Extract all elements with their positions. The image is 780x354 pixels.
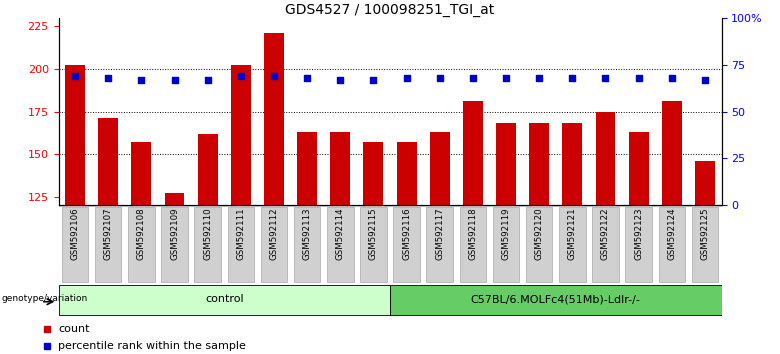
Bar	[496, 124, 516, 205]
FancyBboxPatch shape	[128, 207, 154, 282]
Bar	[629, 132, 649, 205]
Text: GSM592115: GSM592115	[369, 208, 378, 260]
FancyBboxPatch shape	[493, 207, 519, 282]
Bar	[596, 112, 615, 205]
Bar	[231, 65, 250, 205]
FancyBboxPatch shape	[393, 207, 420, 282]
Text: GSM592116: GSM592116	[402, 208, 411, 260]
Text: genotype/variation: genotype/variation	[1, 294, 87, 303]
FancyBboxPatch shape	[228, 207, 254, 282]
FancyBboxPatch shape	[658, 207, 685, 282]
Point	[135, 77, 147, 82]
Bar	[363, 142, 383, 205]
Bar	[131, 142, 151, 205]
FancyBboxPatch shape	[360, 207, 387, 282]
Text: GSM592110: GSM592110	[203, 208, 212, 260]
Point	[665, 75, 678, 81]
FancyBboxPatch shape	[427, 207, 453, 282]
Text: GSM592113: GSM592113	[303, 208, 312, 260]
Point	[566, 75, 579, 81]
Text: GSM592120: GSM592120	[534, 208, 544, 260]
FancyBboxPatch shape	[327, 207, 353, 282]
FancyBboxPatch shape	[559, 207, 586, 282]
Point	[334, 77, 346, 82]
Bar	[297, 132, 317, 205]
FancyBboxPatch shape	[62, 207, 88, 282]
Point	[633, 75, 645, 81]
Bar	[695, 161, 715, 205]
Point	[434, 75, 446, 81]
Bar	[98, 118, 119, 205]
Point	[367, 77, 380, 82]
Text: GSM592107: GSM592107	[104, 208, 113, 260]
Bar	[264, 33, 284, 205]
Text: GSM592117: GSM592117	[435, 208, 445, 260]
FancyBboxPatch shape	[692, 207, 718, 282]
Point	[500, 75, 512, 81]
Text: count: count	[58, 324, 90, 334]
Bar	[430, 132, 449, 205]
Text: GSM592125: GSM592125	[700, 208, 710, 260]
Bar	[198, 134, 218, 205]
Point	[235, 73, 247, 79]
Point	[699, 77, 711, 82]
Text: GSM592123: GSM592123	[634, 208, 644, 260]
Bar	[165, 193, 184, 205]
Point	[69, 73, 81, 79]
Text: percentile rank within the sample: percentile rank within the sample	[58, 341, 246, 351]
Point	[268, 73, 280, 79]
Bar	[661, 101, 682, 205]
Text: GSM592111: GSM592111	[236, 208, 246, 260]
FancyBboxPatch shape	[526, 207, 552, 282]
Title: GDS4527 / 100098251_TGI_at: GDS4527 / 100098251_TGI_at	[285, 3, 495, 17]
Bar	[66, 65, 85, 205]
FancyBboxPatch shape	[95, 207, 122, 282]
FancyBboxPatch shape	[194, 207, 221, 282]
Text: GSM592118: GSM592118	[468, 208, 477, 260]
FancyBboxPatch shape	[390, 285, 722, 315]
Point	[400, 75, 413, 81]
Bar	[562, 124, 582, 205]
Point	[599, 75, 612, 81]
Bar	[396, 142, 417, 205]
FancyBboxPatch shape	[592, 207, 619, 282]
Bar	[529, 124, 549, 205]
Text: GSM592106: GSM592106	[70, 208, 80, 260]
Text: GSM592122: GSM592122	[601, 208, 610, 260]
FancyBboxPatch shape	[626, 207, 652, 282]
FancyBboxPatch shape	[161, 207, 188, 282]
Text: control: control	[205, 294, 243, 304]
Point	[533, 75, 545, 81]
Point	[201, 77, 214, 82]
Bar	[463, 101, 483, 205]
Bar	[331, 132, 350, 205]
Text: C57BL/6.MOLFc4(51Mb)-Ldlr-/-: C57BL/6.MOLFc4(51Mb)-Ldlr-/-	[471, 294, 640, 304]
FancyBboxPatch shape	[58, 285, 390, 315]
Text: GSM592121: GSM592121	[568, 208, 577, 260]
FancyBboxPatch shape	[294, 207, 321, 282]
Point	[168, 77, 181, 82]
Text: GSM592124: GSM592124	[667, 208, 676, 260]
Text: GSM592112: GSM592112	[269, 208, 278, 260]
Point	[301, 75, 314, 81]
FancyBboxPatch shape	[261, 207, 287, 282]
Text: GSM592114: GSM592114	[335, 208, 345, 260]
Text: GSM592119: GSM592119	[502, 208, 511, 260]
Text: GSM592108: GSM592108	[136, 208, 146, 260]
Point	[466, 75, 479, 81]
Text: GSM592109: GSM592109	[170, 208, 179, 260]
Point	[102, 75, 115, 81]
FancyBboxPatch shape	[459, 207, 486, 282]
